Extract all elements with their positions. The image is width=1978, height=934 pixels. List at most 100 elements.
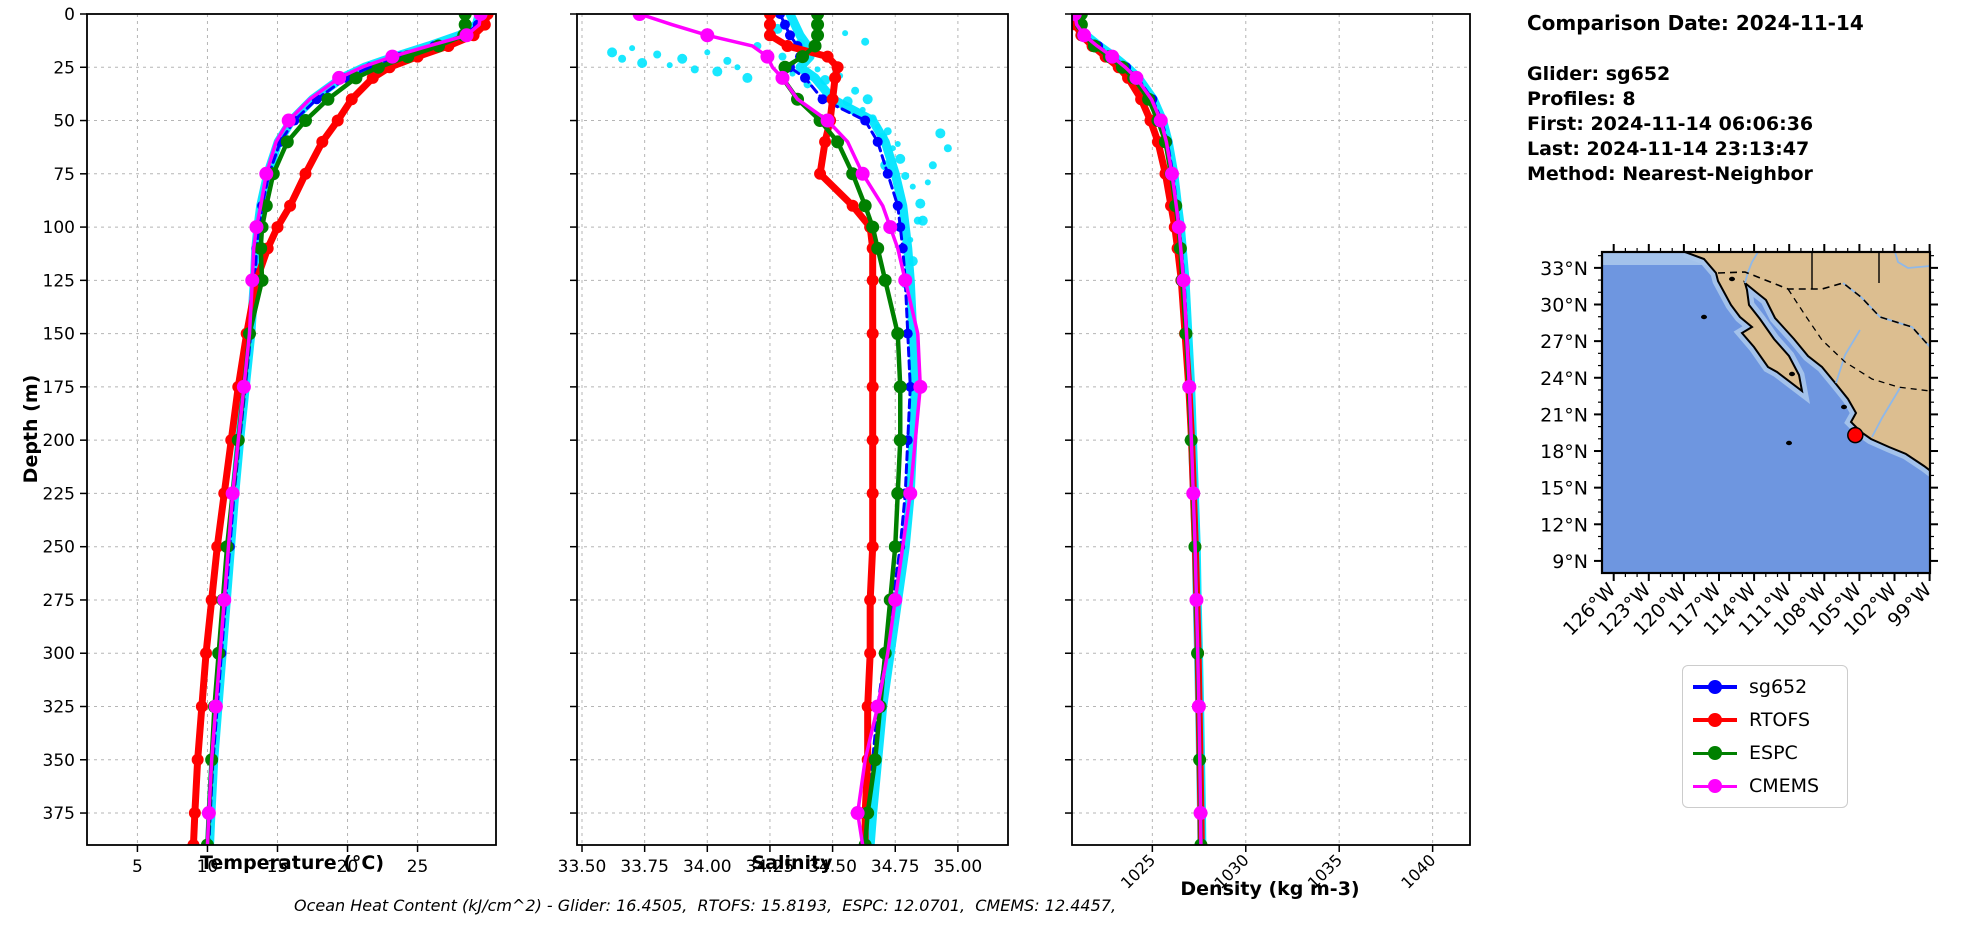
svg-text:175: 175 (43, 378, 75, 398)
legend-item-rtofs: RTOFS (1693, 709, 1837, 731)
sg652-profile-line (774, 14, 916, 845)
sg652-line-icon (1693, 679, 1737, 694)
legend-label-cmems: CMEMS (1749, 775, 1820, 798)
glider-raw-trace (205, 14, 484, 845)
svg-text:21°N: 21°N (1540, 404, 1588, 426)
glider-raw-trace (1072, 14, 1207, 845)
island-dot (1786, 440, 1792, 446)
cmems-line-icon (1693, 779, 1737, 794)
info-panel: Comparison Date: 2024-11-14 Glider: sg65… (1527, 10, 1864, 187)
espc-profile-line (200, 14, 472, 845)
y-axis-ticks (1065, 13, 1072, 814)
rtofs-profile-line (187, 14, 494, 845)
plot-temperature-c: 5 10 15 20 250255075100125150175200225250275… (43, 5, 497, 877)
svg-text:34.75: 34.75 (871, 857, 920, 877)
svg-text:300: 300 (43, 644, 75, 664)
rtofs-line-icon (1693, 712, 1737, 727)
last-profile-time-text: Last: 2024-11-14 23:13:47 (1527, 138, 1810, 160)
svg-text:35.00: 35.00 (934, 857, 983, 877)
svg-text:10: 10 (197, 857, 219, 877)
map-area (1602, 252, 1930, 573)
svg-text:33.50: 33.50 (558, 857, 607, 877)
svg-text:275: 275 (43, 591, 75, 611)
espc-line-icon (1693, 746, 1737, 761)
svg-text:375: 375 (43, 804, 75, 824)
rtofs-profile-line (1072, 14, 1208, 845)
glider-raw-scatter (607, 23, 952, 289)
svg-text:100: 100 (43, 218, 75, 238)
map-ticks (1594, 244, 1938, 581)
island-dot (1729, 276, 1735, 282)
svg-text:34.25: 34.25 (746, 857, 795, 877)
ocean-heat-content-note: Ocean Heat Content (kJ/cm^2) - Glider: 1… (293, 896, 1117, 915)
svg-text:75: 75 (53, 165, 75, 185)
svg-text:325: 325 (43, 698, 75, 718)
svg-text:15: 15 (267, 857, 289, 877)
y-axis-ticks (570, 13, 577, 814)
plot-salinity: 33.50 33.75 34.00 34.25 34.50 34.75 35.00 (558, 13, 1009, 877)
island-dot (1789, 371, 1795, 377)
svg-text:34.00: 34.00 (683, 857, 732, 877)
cmems-profile-line (201, 14, 488, 845)
svg-text:350: 350 (43, 751, 75, 771)
svg-text:33.75: 33.75 (620, 857, 669, 877)
rtofs-profile-line (763, 14, 879, 845)
svg-text:18°N: 18°N (1540, 441, 1588, 463)
profile-charts: 5 10 15 20 250255075100125150175200225250275… (43, 5, 1471, 893)
density-axis-label: Density (kg m-3) (1180, 878, 1360, 900)
legend: sg652 RTOFS ESPC CMEMS (1682, 665, 1848, 808)
profiles-count-text: Profiles: 8 (1527, 88, 1636, 110)
international-border (1717, 271, 1930, 348)
sg652-profile-line (1072, 14, 1206, 845)
legend-item-sg652: sg652 (1693, 676, 1837, 698)
first-profile-time-text: First: 2024-11-14 06:06:36 (1527, 113, 1814, 135)
legend-label-sg652: sg652 (1749, 675, 1808, 698)
state-border-dashed (1787, 288, 1930, 392)
map-root: 33°N30°N27°N24°N21°N18°N15°N12°N9°N126°W… (1540, 244, 1938, 640)
legend-item-cmems: CMEMS (1693, 775, 1837, 797)
svg-text:27°N: 27°N (1540, 331, 1588, 353)
svg-text:33°N: 33°N (1540, 258, 1588, 280)
plot-density-kg-m: 1025 1030 1035 1040 (1065, 13, 1471, 893)
svg-text:9°N: 9°N (1552, 551, 1588, 573)
temperature-axis-label: Temperature (°C) (199, 852, 385, 874)
legend-label-espc: ESPC (1749, 742, 1798, 765)
cmems-profile-line (1072, 14, 1208, 845)
glider-id-text: Glider: sg652 (1527, 63, 1671, 85)
svg-text:30°N: 30°N (1540, 295, 1588, 317)
gridlines (577, 13, 1008, 845)
glider-location-marker (1847, 426, 1864, 444)
depth-axis-label: Depth (m) (20, 374, 42, 484)
location-map: 33°N30°N27°N24°N21°N18°N15°N12°N9°N126°W… (1540, 244, 1938, 640)
svg-text:24°N: 24°N (1540, 368, 1588, 390)
svg-text:250: 250 (43, 538, 75, 558)
gridlines (87, 13, 496, 845)
svg-text:125: 125 (43, 271, 75, 291)
svg-text:50: 50 (53, 112, 75, 132)
svg-text:25: 25 (53, 58, 75, 78)
svg-text:225: 225 (43, 484, 75, 504)
cmems-profile-line (632, 14, 928, 845)
comparison-date-text: Comparison Date: 2024-11-14 (1527, 11, 1864, 35)
svg-text:12°N: 12°N (1540, 514, 1588, 536)
svg-text:34.50: 34.50 (808, 857, 857, 877)
glider-raw-trace (785, 14, 920, 845)
svg-text:5: 5 (132, 857, 143, 877)
svg-text:150: 150 (43, 325, 75, 345)
svg-text:200: 200 (43, 431, 75, 451)
x-axis-ticks: 33.50 33.75 34.00 34.25 34.50 34.75 35.00 (558, 845, 983, 877)
gridlines (1072, 13, 1470, 845)
svg-text:20: 20 (337, 857, 359, 877)
espc-profile-line (775, 14, 907, 845)
legend-label-rtofs: RTOFS (1749, 708, 1811, 731)
y-axis-ticks: 0 25 50 75 100 125 150 175 200 225 250 275 300 325 350… (43, 5, 87, 824)
legend-item-espc: ESPC (1693, 742, 1837, 764)
svg-text:25: 25 (407, 857, 429, 877)
x-axis-ticks: 5 10 15 20 25 (132, 845, 428, 877)
salinity-axis-label: Salinity (751, 852, 833, 874)
svg-text:0: 0 (64, 5, 75, 25)
method-text: Method: Nearest-Neighbor (1527, 163, 1813, 185)
island-dot (1841, 404, 1847, 410)
svg-text:15°N: 15°N (1540, 478, 1588, 500)
